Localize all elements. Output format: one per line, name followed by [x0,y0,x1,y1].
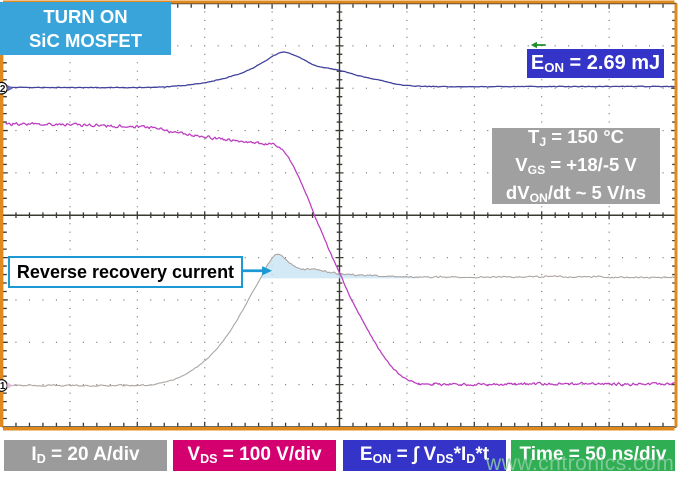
reverse-recovery-callout: Reverse recovery current [8,256,243,288]
math-reference-arrow-icon [530,41,546,49]
legend-vds-scale: VDS = 100 V/div [173,439,336,471]
channel-1-label: 1 [0,381,6,392]
reverse-recovery-shaded-area [252,254,420,279]
condition-dvdt: dVON/dt ~ 5 V/ns [505,182,647,205]
legend-eon-formula: EON = ∫ VDS*ID*t [343,439,506,471]
trace-v_ds [4,121,675,387]
title-box: TURN ON SiC MOSFET [0,2,171,55]
condition-tj: TJ = 150 °C [528,126,624,149]
callout-arrow-icon [242,266,273,276]
legend-time-scale: Time = 50 ns/div [511,439,675,471]
channel-2-arrow-icon [7,84,14,92]
legend-id-scale: ID = 20 A/div [4,439,167,471]
watermark: www.cntronics.com [486,452,675,475]
channel-2-label: 2 [0,84,6,95]
test-conditions-box: TJ = 150 °C VGS = +18/-5 V dVON/dt ~ 5 V… [492,126,660,205]
title-line-1: TURN ON [43,5,128,27]
channel-1-arrow-icon [7,382,14,389]
eon-value-box: EON = 2.69 mJ [527,49,664,78]
title-line-2: SiC MOSFET [28,29,143,51]
trace-e_on [5,51,675,89]
condition-vgs: VGS = +18/-5 V [515,154,637,177]
trace-i_d [5,253,675,387]
